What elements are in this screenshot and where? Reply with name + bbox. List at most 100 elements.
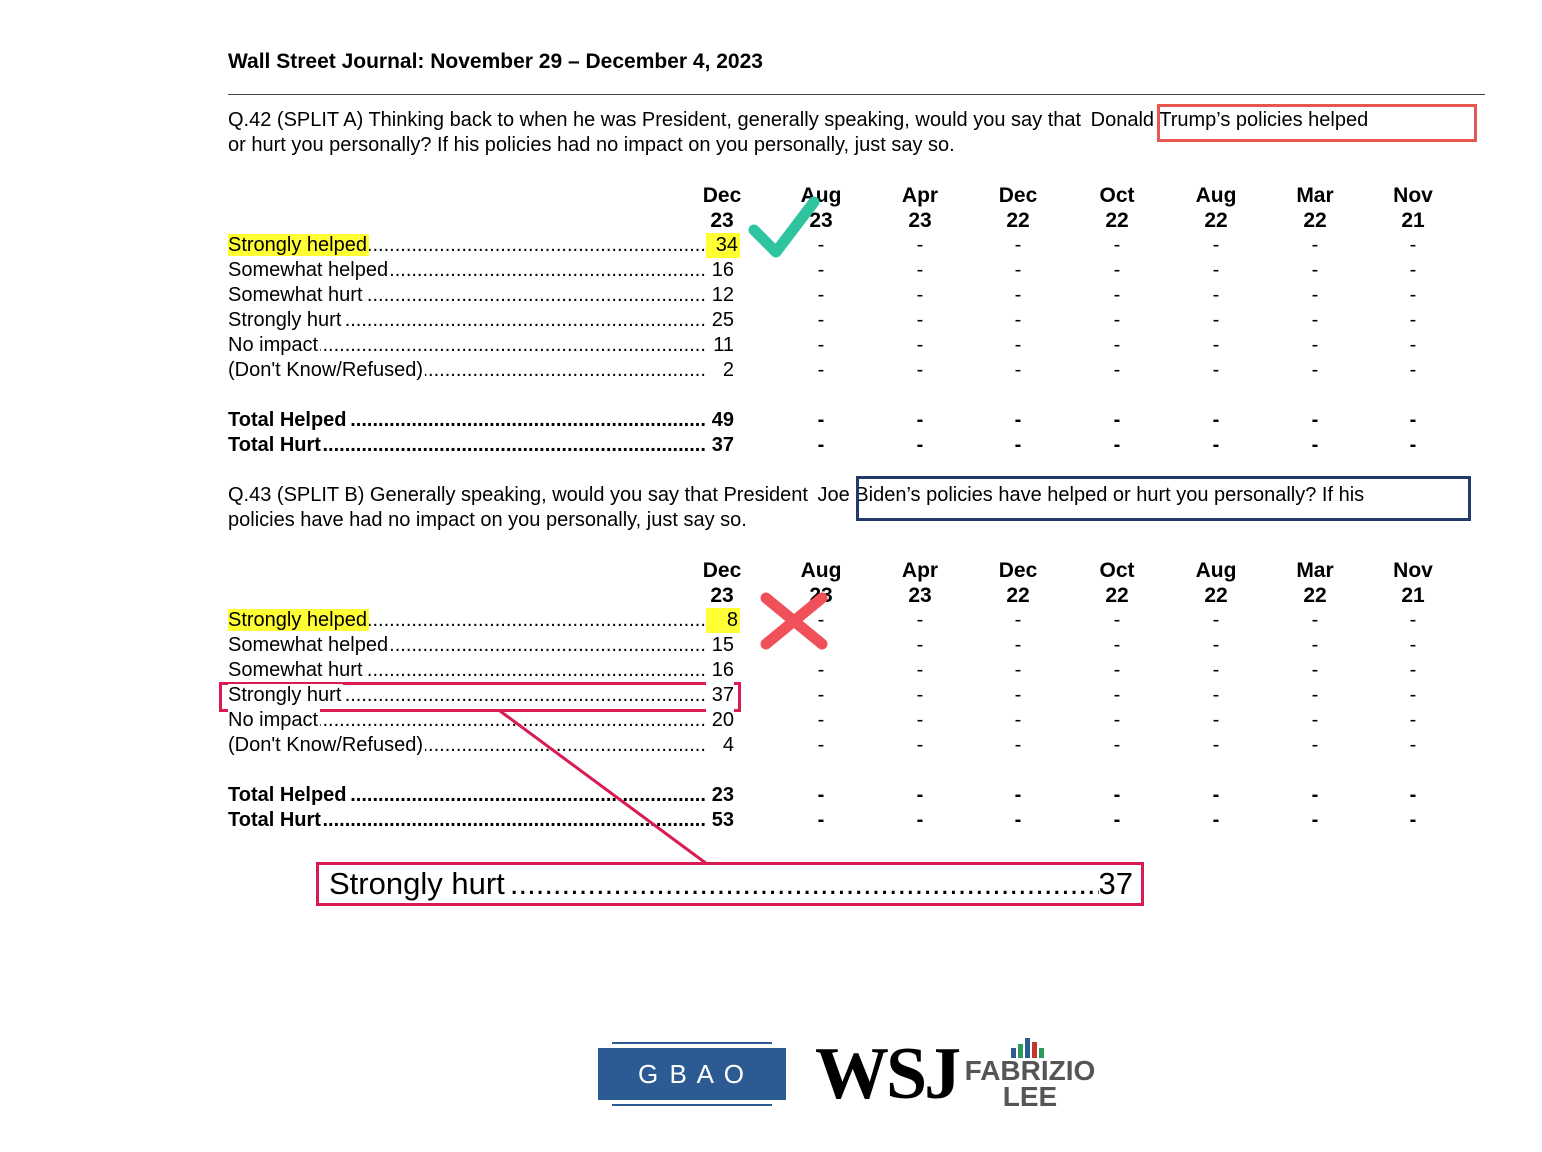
empty-cell: -: [1409, 684, 1417, 706]
empty-cell: -: [817, 284, 825, 306]
empty-cell: -: [1014, 334, 1022, 356]
column-header-year: 22: [1303, 584, 1327, 607]
empty-cell: -: [1014, 734, 1022, 756]
row-label: Total Hurt: [228, 434, 323, 456]
row-label: Somewhat hurt: [228, 659, 365, 681]
row-value: 8: [706, 608, 740, 633]
column-header-month: Nov: [1393, 559, 1433, 582]
empty-cell: -: [1212, 634, 1220, 656]
column-header-month: Apr: [901, 184, 939, 207]
table-row: Somewhat hurt 16 - - - - - - -: [228, 658, 1488, 683]
empty-cell: -: [1212, 659, 1220, 681]
row-value: 25: [706, 308, 734, 333]
empty-cell: -: [1113, 234, 1121, 256]
empty-cell: -: [1212, 359, 1220, 381]
table-row: Somewhat hurt 12 - - - - - - -: [228, 283, 1488, 308]
empty-cell: -: [1409, 709, 1417, 731]
column-header: Apr 23: [885, 183, 955, 233]
column-header-year: 22: [1006, 584, 1030, 607]
empty-cell: -: [1014, 634, 1022, 656]
empty-cell: -: [1311, 259, 1319, 281]
column-header-year: 23: [908, 209, 932, 232]
row-label: Total Helped: [228, 409, 349, 431]
empty-cell: -: [817, 334, 825, 356]
empty-cell: -: [916, 234, 924, 256]
empty-cell: -: [1212, 334, 1220, 356]
empty-cell: -: [1113, 659, 1121, 681]
column-header: Oct 22: [1082, 558, 1152, 608]
q42-prefix: Q.42 (SPLIT A) Thinking back to when he …: [228, 109, 1087, 131]
cross-icon: [760, 592, 828, 650]
empty-cell: -: [817, 809, 825, 831]
column-header-month: Mar: [1296, 559, 1334, 582]
row-label: Strongly hurt: [228, 684, 344, 706]
column-header-year: 23: [710, 584, 734, 607]
empty-cell: -: [1311, 334, 1319, 356]
empty-cell: -: [1311, 659, 1319, 681]
empty-cell: -: [1113, 784, 1121, 806]
column-header: Mar 22: [1280, 183, 1350, 233]
row-label: No impact: [228, 709, 321, 731]
wsj-logo: WSJ: [815, 1033, 961, 1115]
empty-cell: -: [1311, 709, 1319, 731]
table-row: (Don't Know/Refused) 2 - - - - - - -: [228, 358, 1488, 383]
row-value: 12: [706, 283, 734, 308]
q43-question: Q.43 (SPLIT B) Generally speaking, would…: [228, 483, 1488, 533]
empty-cell: -: [1311, 409, 1319, 431]
zoom-callout: Strongly hurt 37: [316, 862, 1144, 906]
fabrizio-lee-line2: LEE: [1002, 1081, 1058, 1112]
empty-cell: -: [916, 434, 924, 456]
column-header-year: 23: [710, 209, 734, 232]
empty-cell: -: [1311, 809, 1319, 831]
column-header-month: Aug: [1195, 559, 1237, 582]
column-header-month: Mar: [1296, 184, 1334, 207]
column-header-year: 21: [1401, 209, 1425, 232]
zoom-value: 37: [1098, 866, 1133, 901]
column-header-year: 23: [908, 584, 932, 607]
empty-cell: -: [1113, 309, 1121, 331]
row-value: 37: [706, 683, 734, 708]
column-header: Nov 21: [1378, 558, 1448, 608]
empty-cell: -: [916, 784, 924, 806]
empty-cell: -: [916, 684, 924, 706]
empty-cell: -: [817, 784, 825, 806]
empty-cell: -: [1212, 309, 1220, 331]
empty-cell: -: [1212, 809, 1220, 831]
empty-cell: -: [1113, 809, 1121, 831]
empty-cell: -: [1311, 684, 1319, 706]
empty-cell: -: [817, 259, 825, 281]
q42-highlight: Donald Trump’s policies helped: [1090, 109, 1369, 131]
column-header-month: Aug: [800, 559, 842, 582]
column-header: Oct 22: [1082, 183, 1152, 233]
row-label: (Don't Know/Refused): [228, 734, 426, 756]
empty-cell: -: [1113, 259, 1121, 281]
column-header-month: Dec: [702, 184, 742, 207]
empty-cell: -: [1014, 684, 1022, 706]
gbao-logo-text: G B A O: [638, 1058, 746, 1089]
empty-cell: -: [916, 409, 924, 431]
row-label: Strongly helped: [228, 609, 369, 631]
row-value: 11: [706, 333, 734, 358]
empty-cell: -: [916, 334, 924, 356]
empty-cell: -: [916, 809, 924, 831]
row-value: 34: [706, 233, 740, 258]
row-label: No impact: [228, 334, 321, 356]
column-header: Mar 22: [1280, 558, 1350, 608]
column-header-month: Dec: [998, 559, 1038, 582]
q42-line2: or hurt you personally? If his policies …: [228, 134, 955, 156]
table-row: No impact 11 - - - - - - -: [228, 333, 1488, 358]
empty-cell: -: [1113, 609, 1121, 631]
table-row: Strongly hurt 37 - - - - - - -: [228, 683, 1488, 708]
empty-cell: -: [1409, 284, 1417, 306]
column-header-year: 22: [1006, 209, 1030, 232]
empty-cell: -: [1212, 284, 1220, 306]
column-header-month: Oct: [1099, 559, 1135, 582]
empty-cell: -: [916, 259, 924, 281]
empty-cell: -: [1409, 434, 1417, 456]
row-value: 2: [706, 358, 734, 383]
empty-cell: -: [1311, 309, 1319, 331]
fabrizio-lee-logo: FABRIZIO LEE: [955, 1038, 1105, 1112]
empty-cell: -: [1014, 659, 1022, 681]
column-header: Dec 23: [687, 183, 757, 233]
row-label: Strongly hurt: [228, 309, 344, 331]
